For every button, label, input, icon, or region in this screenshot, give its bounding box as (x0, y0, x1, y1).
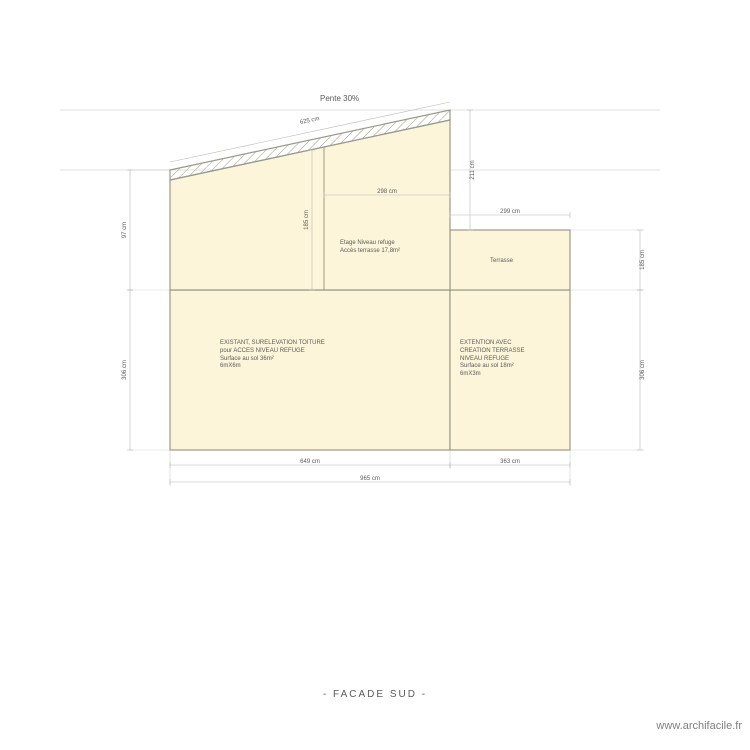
watermark: www.archifacile.fr (656, 720, 742, 732)
existant-label: EXISTANT, SURELEVATION TOITURE pour ACCE… (220, 340, 325, 371)
pente-label: Pente 30% (320, 94, 359, 104)
svg-text:649 cm: 649 cm (300, 459, 320, 465)
facade-drawing: 625 cm 298 cm 299 cm 211 cm 185 cm 306 cm 97 c… (0, 0, 750, 750)
drawing-title: - FACADE SUD - (0, 689, 750, 700)
extention-label: EXTENTION AVEC CREATION TERRASSE NIVEAU … (460, 340, 524, 379)
etage-text: Etage Niveau refuge Accès terrasse 17,8m… (340, 240, 400, 254)
svg-text:363 cm: 363 cm (500, 459, 520, 465)
existant-text: EXISTANT, SURELEVATION TOITURE pour ACCE… (220, 340, 325, 369)
svg-text:306 cm: 306 cm (122, 360, 128, 380)
terrasse-text: Terrasse (490, 258, 513, 264)
svg-text:965 cm: 965 cm (360, 476, 380, 482)
extention-text: EXTENTION AVEC CREATION TERRASSE NIVEAU … (460, 340, 524, 377)
svg-text:185 cm: 185 cm (640, 250, 646, 270)
svg-text:211 cm: 211 cm (470, 160, 476, 179)
etage-label: Etage Niveau refuge Accès terrasse 17,8m… (340, 240, 400, 256)
svg-text:185 cm: 185 cm (304, 210, 310, 230)
svg-text:306 cm: 306 cm (640, 360, 646, 380)
svg-text:625 cm: 625 cm (300, 116, 321, 126)
terrasse-label: Terrasse (490, 258, 513, 266)
svg-text:298 cm: 298 cm (377, 189, 397, 195)
svg-text:97 cm: 97 cm (122, 222, 128, 238)
svg-text:299 cm: 299 cm (500, 209, 520, 215)
